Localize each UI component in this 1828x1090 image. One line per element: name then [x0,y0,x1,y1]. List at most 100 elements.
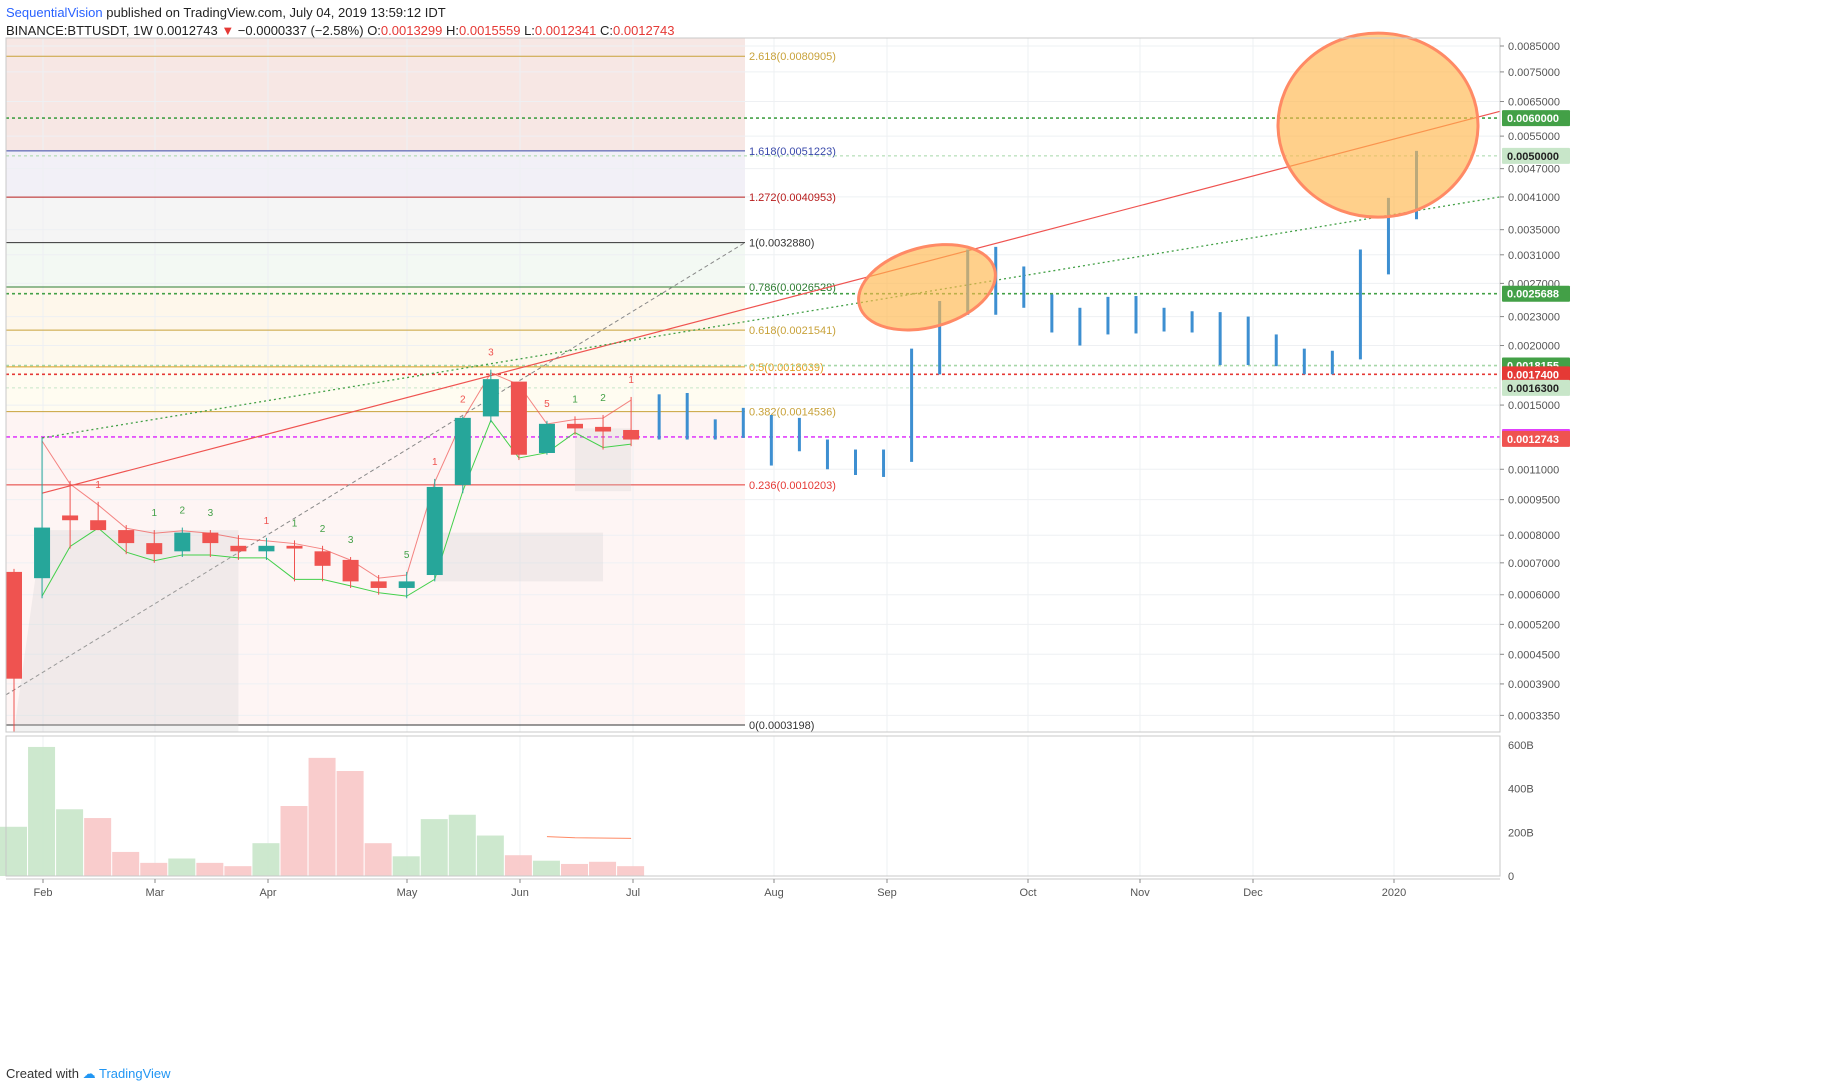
seq-zone [14,530,239,732]
last-price: 0.0012743 [156,23,218,38]
price-tag [1502,285,1570,302]
volume-axis-label: 0 [1508,871,1514,883]
low-value: 0.0012341 [534,23,597,38]
time-axis-label: Oct [1019,887,1036,899]
volume-bar [561,863,588,876]
price-axis-label: 0.0035000 [1508,225,1560,237]
price-axis-label: 0.0006000 [1508,590,1560,602]
highlight-ellipses[interactable] [849,31,1480,344]
volume-bar [448,814,476,876]
candles[interactable] [6,369,640,732]
sequential-count: 2 [600,393,606,404]
volume-bar [617,866,645,876]
time-axis-label: Aug [764,887,784,899]
price-tag [1502,366,1570,383]
trend-lines[interactable] [5,110,1501,696]
price-axis-label: 0.0075000 [1508,67,1560,79]
time-axis-label: Jul [626,887,640,899]
candle-body [454,417,471,485]
low-label: L: [520,23,535,38]
green-trend-line [41,196,1501,439]
candle-body [174,532,191,552]
fib-zone-top [6,38,745,57]
open-value: 0.0013299 [380,23,443,38]
sequential-count: 3 [488,348,494,359]
price-axis-label: 0.0015000 [1508,400,1560,412]
publish-info: published on TradingView.com, July 04, 2… [102,5,446,20]
volume-bar [196,862,224,876]
fib-zone [6,330,745,367]
price-axis-label: 0.0020000 [1508,341,1560,353]
price-tag [1502,379,1570,396]
price-tag [1502,147,1570,164]
close-value: 0.0012743 [613,23,675,38]
candle-body [34,527,51,579]
volume-pane[interactable] [0,746,645,876]
price-axis-label: 0.0009500 [1508,495,1560,507]
fib-zone [6,287,745,331]
volume-bar [0,826,27,876]
target-ellipse-1 [857,243,997,332]
volume-bar [420,819,448,876]
volume-bar [112,851,140,876]
tradingview-brand[interactable]: TradingView [98,1066,171,1081]
sequential-count: 1 [264,516,270,527]
td-upper-line [41,372,632,579]
volume-bar [168,858,196,876]
symbol-name: BINANCE:BTTUSDT, 1W [6,23,157,38]
axes: 0.0085000 0.0075000 0.0065000 0.0055000 0.00… [5,37,1560,899]
price-change: −0.0000337 (−2.58%) [237,23,364,38]
price-axis-label: 0.0055000 [1508,131,1560,143]
candle-body [538,423,555,453]
candle-body [567,423,583,429]
volume-bar [224,866,252,876]
time-axis-label: May [397,887,418,899]
candle-body [426,486,443,576]
fib-retracement[interactable]: 2.618(0.0080905) 1.618(0.0051223) 1.272(0.… [6,51,836,732]
fib-zone [6,366,745,412]
sequential-count: 3 [348,535,354,546]
time-axis-label: Mar [146,887,165,899]
fib-zone [6,150,745,198]
time-axis-label: Feb [34,887,53,899]
price-axis-label: 0.0031000 [1508,250,1560,262]
author-link[interactable]: SequentialVision [6,5,103,20]
time-axis-label: Dec [1243,887,1263,899]
candle-body [623,429,640,440]
volume-bar [56,809,84,876]
open-label: O: [363,23,381,38]
grid-lines [6,38,1500,876]
fib-level-label: 0.382(0.0014536) [749,407,836,419]
candle-body [482,379,499,417]
seq-zone [434,532,604,582]
candle-body [314,551,331,566]
candle-body [286,545,303,549]
volume-bar [476,835,504,876]
volume-bar [364,843,392,876]
time-axis-label: 2020 [1382,887,1406,899]
time-axis-label: Sep [877,887,897,899]
sequential-count: 5 [404,550,410,561]
red-trend-line [41,110,1501,494]
candle-body [230,545,247,552]
price-tag-label: 0.0050000 [1507,151,1559,163]
high-value: 0.0015559 [459,23,521,38]
price-pane-border [5,37,1501,733]
volume-bar [280,806,308,876]
fib-level-label: 0.618(0.0021541) [749,325,836,337]
projection-bars[interactable] [657,150,1418,477]
candle-body [370,581,387,588]
sequential-count: 1 [95,480,101,491]
fib-zone [6,411,745,485]
sequential-count: 2 [180,506,186,517]
fib-zone [6,484,745,725]
created-with: Created with [6,1066,83,1081]
sequential-counts: 1 1 2 3 1 1 2 3 5 1 2 3 5 1 2 1 [95,348,634,561]
sequential-zones [14,372,632,732]
fib-level-label: 1.618(0.0051223) [749,146,836,158]
price-axis-label: 0.0011000 [1508,464,1559,476]
volume-bar [504,855,532,876]
price-tag-label: 0.0016300 [1507,383,1559,395]
time-axis-label: Jun [511,887,529,899]
